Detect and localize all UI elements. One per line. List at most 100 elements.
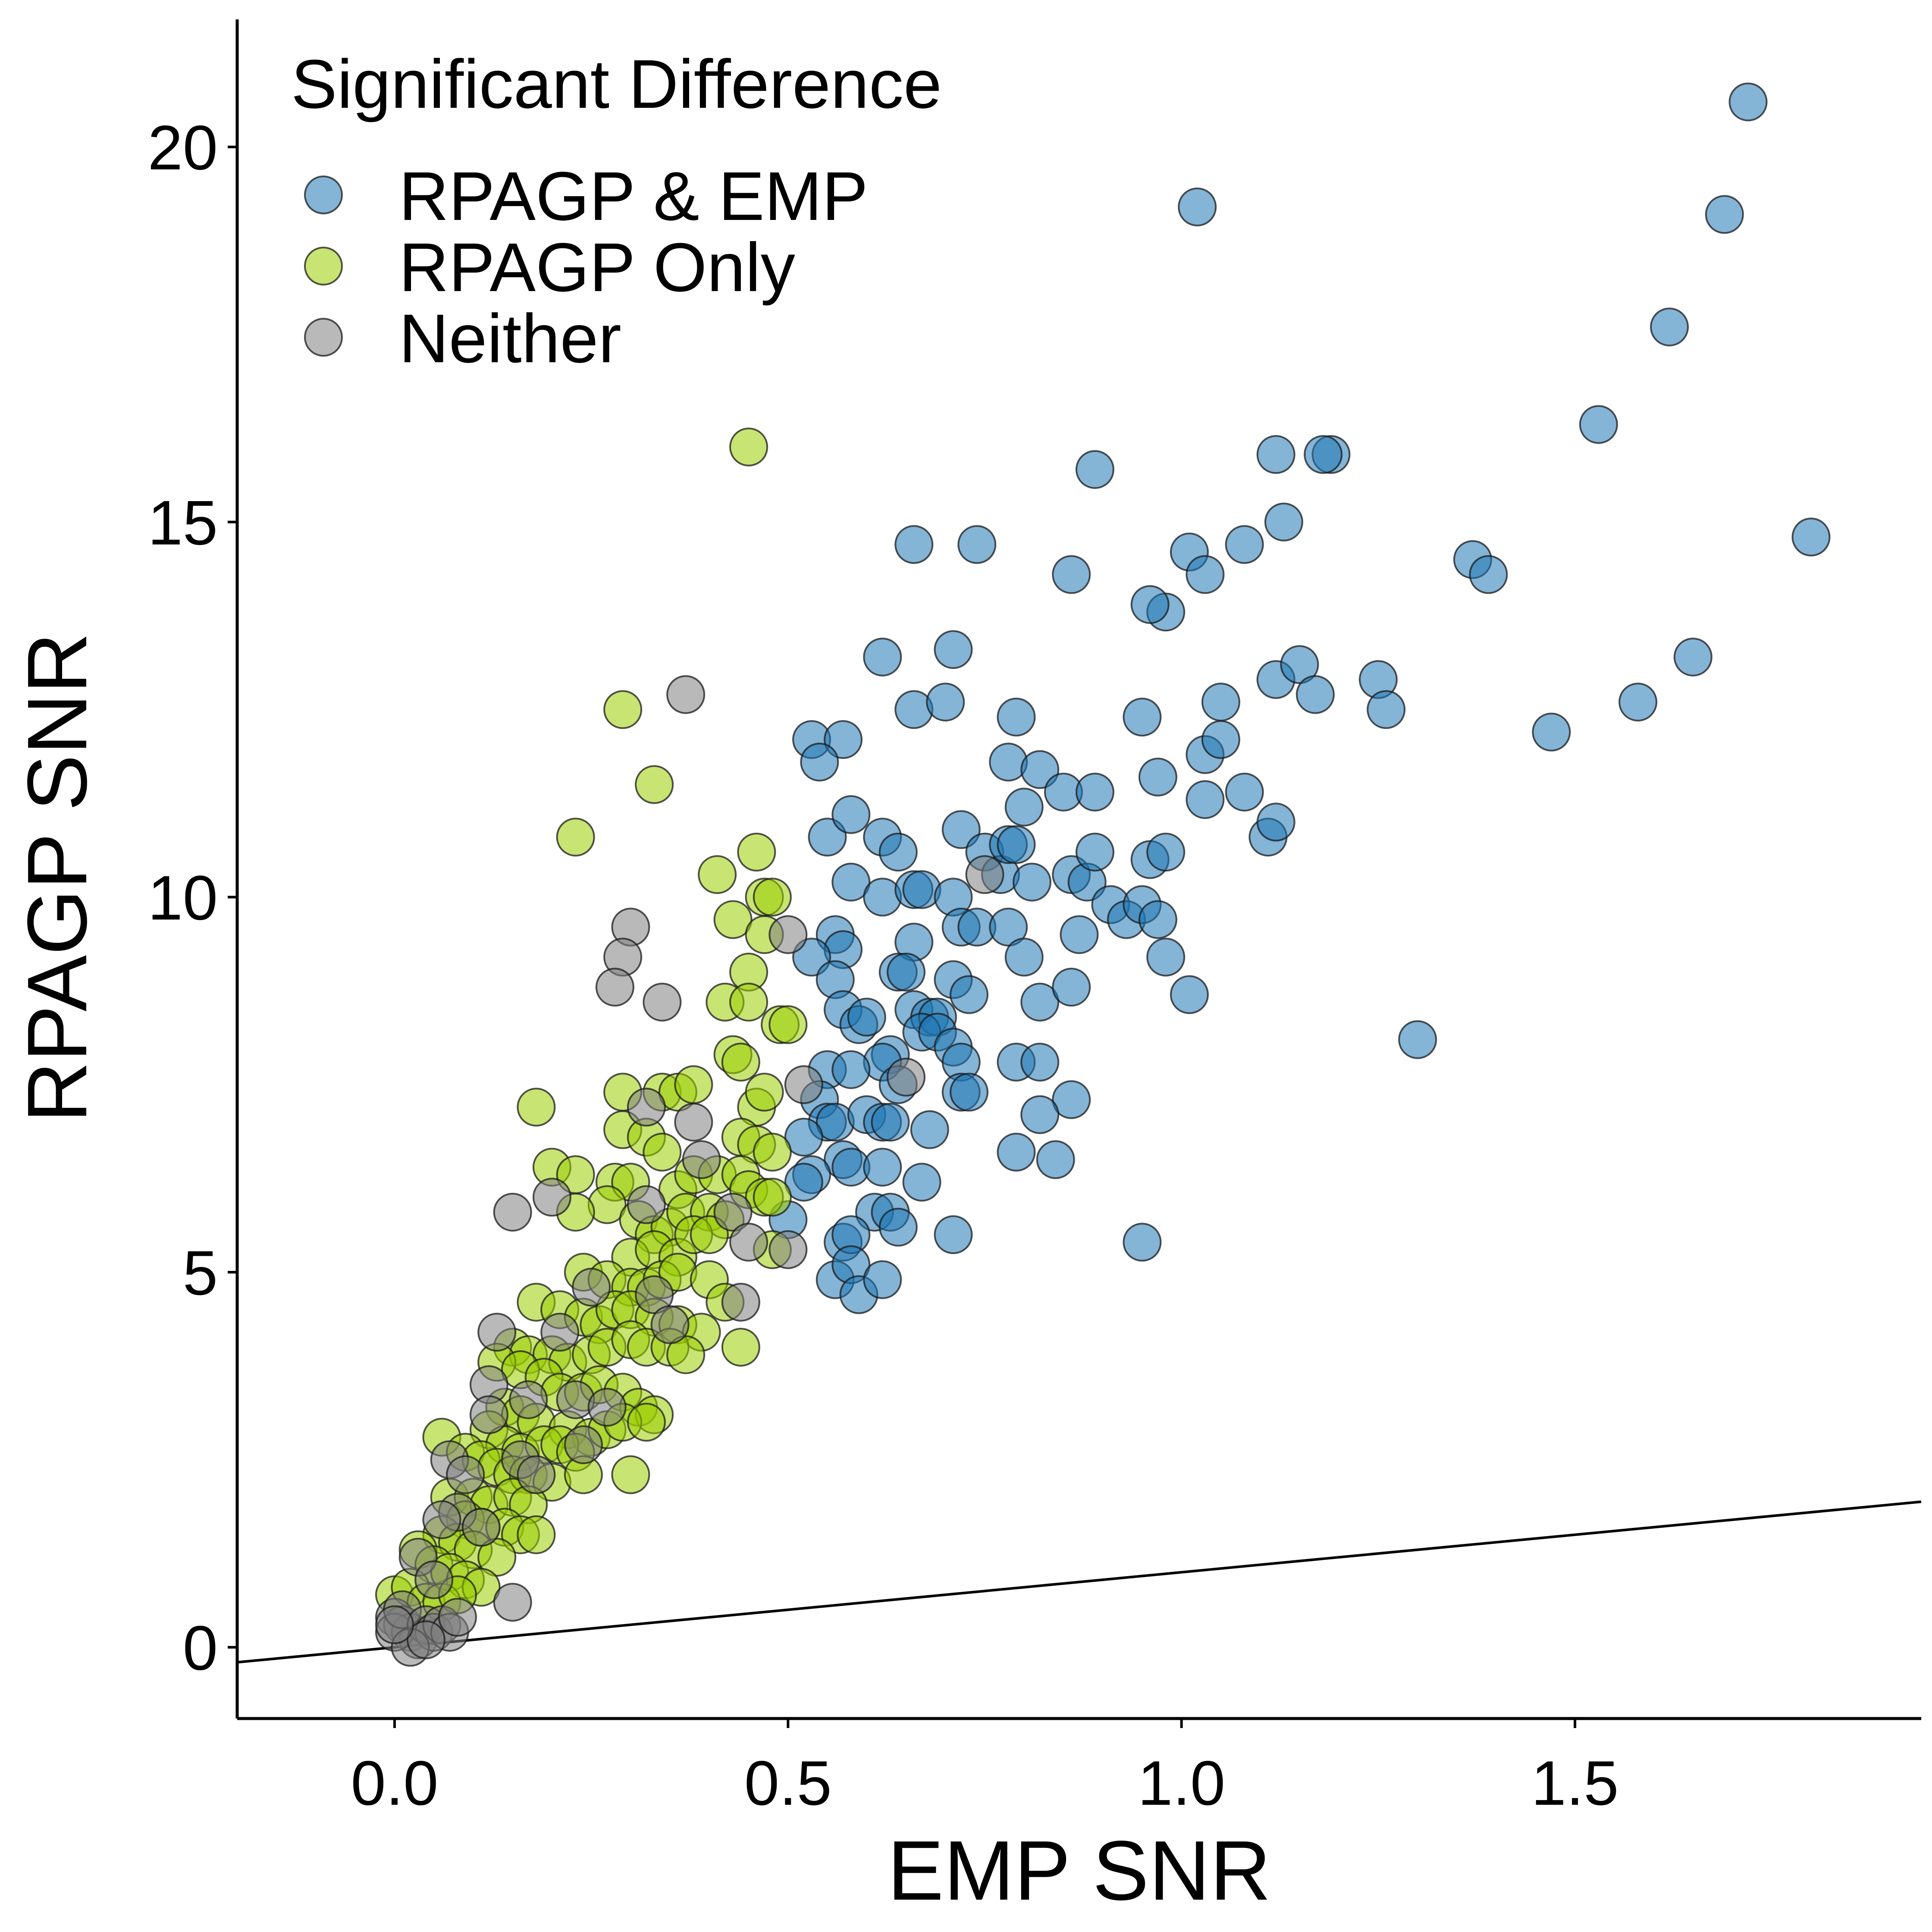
data-point bbox=[375, 1605, 414, 1644]
data-point bbox=[721, 1283, 760, 1322]
data-point bbox=[887, 953, 926, 992]
data-point bbox=[1532, 712, 1571, 752]
reference-line-layer bbox=[237, 1500, 1922, 1664]
data-point bbox=[627, 1185, 666, 1224]
data-point bbox=[1060, 915, 1099, 954]
data-point bbox=[438, 1598, 477, 1637]
data-point bbox=[713, 900, 753, 939]
points-layer bbox=[375, 82, 1831, 1667]
data-point bbox=[564, 1425, 603, 1465]
data-point bbox=[477, 1313, 517, 1352]
y-tick-label: 20 bbox=[148, 113, 218, 183]
data-point bbox=[887, 1057, 926, 1097]
data-point bbox=[824, 720, 863, 759]
data-point bbox=[729, 1223, 768, 1262]
data-point bbox=[1052, 967, 1091, 1007]
data-point bbox=[1146, 832, 1186, 872]
data-point bbox=[595, 967, 634, 1007]
data-point bbox=[446, 1455, 485, 1494]
data-point bbox=[768, 915, 808, 954]
data-point bbox=[1280, 645, 1319, 684]
data-point bbox=[800, 743, 839, 782]
series-rpagp-emp bbox=[768, 82, 1831, 1314]
data-point bbox=[1201, 720, 1240, 759]
data-point bbox=[784, 1117, 823, 1157]
data-point bbox=[1178, 187, 1217, 226]
data-point bbox=[934, 630, 973, 669]
data-point bbox=[1186, 780, 1225, 819]
data-point bbox=[1650, 307, 1689, 347]
data-point bbox=[587, 1388, 627, 1427]
data-point bbox=[863, 1260, 902, 1299]
data-point bbox=[1304, 435, 1343, 474]
data-point bbox=[989, 907, 1028, 947]
data-point bbox=[477, 1538, 517, 1577]
data-point bbox=[1075, 450, 1114, 489]
data-point bbox=[627, 1402, 666, 1442]
data-point bbox=[934, 1215, 973, 1255]
data-point bbox=[674, 1065, 713, 1104]
data-point bbox=[863, 1148, 902, 1187]
data-point bbox=[1170, 975, 1209, 1014]
data-point bbox=[666, 1335, 706, 1374]
data-point bbox=[926, 682, 965, 721]
data-point bbox=[997, 825, 1036, 864]
data-point bbox=[910, 1110, 949, 1149]
y-tick-label: 10 bbox=[148, 862, 218, 933]
data-point bbox=[1138, 900, 1177, 939]
data-point bbox=[1052, 555, 1091, 594]
data-point bbox=[729, 427, 768, 467]
data-point bbox=[902, 1163, 941, 1202]
data-point bbox=[768, 1005, 808, 1044]
data-point bbox=[950, 975, 989, 1014]
data-point bbox=[1052, 1080, 1091, 1119]
data-point bbox=[682, 1140, 721, 1179]
data-point bbox=[745, 1073, 784, 1112]
reference-line bbox=[237, 1500, 1922, 1664]
data-point bbox=[784, 1163, 823, 1202]
data-point bbox=[1705, 195, 1744, 234]
data-point bbox=[1673, 637, 1712, 677]
data-point bbox=[894, 525, 934, 564]
data-point bbox=[1791, 518, 1831, 557]
legend-marker bbox=[304, 176, 343, 214]
data-point bbox=[674, 1103, 713, 1142]
data-point bbox=[572, 1267, 611, 1307]
data-point bbox=[941, 810, 981, 849]
data-point bbox=[666, 675, 706, 714]
data-point bbox=[1256, 435, 1295, 474]
y-tick-label: 0 bbox=[183, 1613, 218, 1683]
data-point bbox=[721, 1327, 760, 1367]
data-point bbox=[635, 1275, 674, 1314]
data-point bbox=[1004, 938, 1044, 977]
data-point bbox=[532, 1178, 571, 1217]
data-point bbox=[753, 1132, 792, 1172]
ticks-layer: 0.0 0.5 1.0 1.5 0 5 10 15 20 bbox=[148, 113, 1619, 1818]
data-point bbox=[965, 855, 1004, 894]
data-point bbox=[878, 832, 918, 872]
data-point bbox=[878, 1208, 918, 1247]
legend-marker bbox=[304, 318, 343, 357]
data-point bbox=[1138, 757, 1177, 797]
data-point bbox=[1130, 585, 1170, 624]
data-point bbox=[635, 765, 674, 804]
data-point bbox=[517, 1455, 556, 1494]
data-point bbox=[422, 1500, 461, 1540]
data-point bbox=[1367, 690, 1406, 729]
data-point bbox=[1225, 525, 1264, 564]
data-point bbox=[461, 1508, 501, 1547]
data-point bbox=[1264, 502, 1303, 542]
data-point bbox=[1618, 682, 1658, 721]
data-point bbox=[1146, 938, 1186, 977]
data-point bbox=[406, 1620, 445, 1659]
data-point bbox=[847, 997, 886, 1037]
series-neither bbox=[375, 675, 1004, 1667]
data-point bbox=[643, 982, 682, 1022]
data-point bbox=[729, 982, 768, 1022]
data-point bbox=[1020, 982, 1060, 1022]
data-point bbox=[493, 1192, 532, 1232]
data-point bbox=[1579, 405, 1618, 444]
